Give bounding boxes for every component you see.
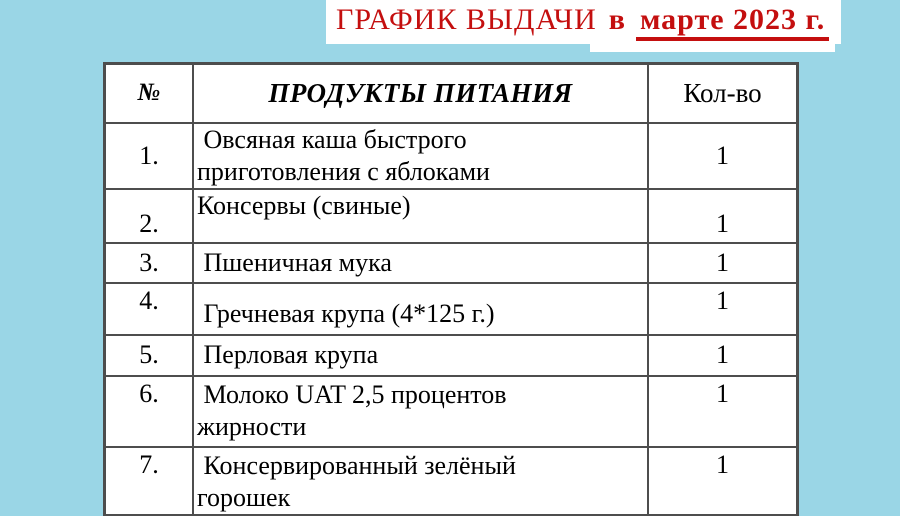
product-name-cell: Молоко UAT 2,5 процентов жирности [192, 374, 649, 448]
quantity-cell: 1 [647, 333, 799, 377]
row-number-cell: 7. [103, 445, 194, 516]
quantity-cell: 1 [647, 445, 799, 516]
table-row: 5. Перловая крупа 1 [103, 333, 799, 377]
quantity-cell: 1 [647, 281, 799, 336]
food-schedule-table: № ПРОДУКТЫ ПИТАНИЯ Кол-во 1. Овсяная каш… [103, 62, 799, 516]
product-name-cell: Овсяная каша быстрого приготовления с яб… [192, 121, 649, 190]
title-month-underlined: марте 2023 г. [635, 3, 830, 41]
table-row: 3. Пшеничная мука 1 [103, 241, 799, 284]
product-name-cell: Консервы (свиные) [192, 187, 649, 244]
header-quantity-column: Кол-во [647, 62, 799, 124]
table-row: 7. Консервированный зелёный горошек 1 [103, 445, 799, 516]
table-row: 1. Овсяная каша быстрого приготовления с… [103, 121, 799, 190]
page-title: ГРАФИК ВЫДАЧИ в марте 2023 г. [326, 0, 842, 52]
row-number-cell: 4. [103, 281, 194, 336]
product-name-cell: Гречневая крупа (4*125 г.) [192, 281, 649, 336]
table-row: 4. Гречневая крупа (4*125 г.) 1 [103, 281, 799, 336]
title-month-connector: в [608, 3, 626, 36]
quantity-cell: 1 [647, 241, 799, 284]
table-row: 2. Консервы (свиные) 1 [103, 187, 799, 244]
header-products-column: ПРОДУКТЫ ПИТАНИЯ [192, 62, 649, 124]
product-name-cell: Перловая крупа [192, 333, 649, 377]
row-number-cell: 1. [103, 121, 194, 190]
table-row: 6. Молоко UAT 2,5 процентов жирности 1 [103, 374, 799, 448]
row-number-cell: 3. [103, 241, 194, 284]
row-number-cell: 5. [103, 333, 194, 377]
row-number-cell: 2. [103, 187, 194, 244]
row-number-cell: 6. [103, 374, 194, 448]
header-number-column: № [103, 62, 194, 124]
product-name-cell: Консервированный зелёный горошек [192, 445, 649, 516]
title-prefix: ГРАФИК ВЫДАЧИ [336, 3, 597, 36]
product-name-cell: Пшеничная мука [192, 241, 649, 284]
table-header-row: № ПРОДУКТЫ ПИТАНИЯ Кол-во [103, 62, 799, 124]
quantity-cell: 1 [647, 121, 799, 190]
quantity-cell: 1 [647, 374, 799, 448]
quantity-cell: 1 [647, 187, 799, 244]
